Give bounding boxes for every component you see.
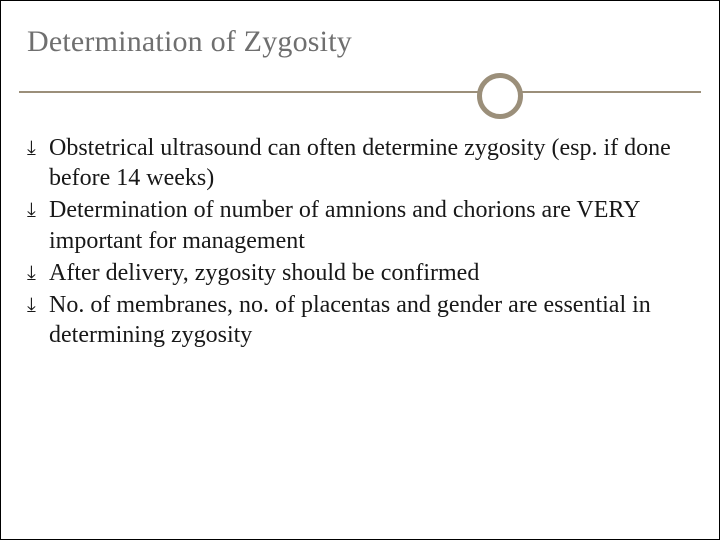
slide-body: ⤓ Obstetrical ultrasound can often deter…	[27, 133, 693, 353]
list-item: ⤓ Obstetrical ultrasound can often deter…	[27, 133, 693, 193]
divider-circle-icon	[477, 73, 523, 119]
bullet-text: After delivery, zygosity should be confi…	[49, 258, 693, 288]
bullet-icon: ⤓	[27, 133, 49, 163]
bullet-icon: ⤓	[27, 258, 49, 288]
slide-title: Determination of Zygosity	[27, 25, 352, 59]
bullet-text: Determination of number of amnions and c…	[49, 195, 693, 255]
list-item: ⤓ No. of membranes, no. of placentas and…	[27, 290, 693, 350]
list-item: ⤓ Determination of number of amnions and…	[27, 195, 693, 255]
slide: Determination of Zygosity ⤓ Obstetrical …	[0, 0, 720, 540]
divider-line	[19, 91, 701, 93]
bullet-text: Obstetrical ultrasound can often determi…	[49, 133, 693, 193]
bullet-icon: ⤓	[27, 290, 49, 320]
bullet-icon: ⤓	[27, 195, 49, 225]
bullet-text: No. of membranes, no. of placentas and g…	[49, 290, 693, 350]
list-item: ⤓ After delivery, zygosity should be con…	[27, 258, 693, 288]
